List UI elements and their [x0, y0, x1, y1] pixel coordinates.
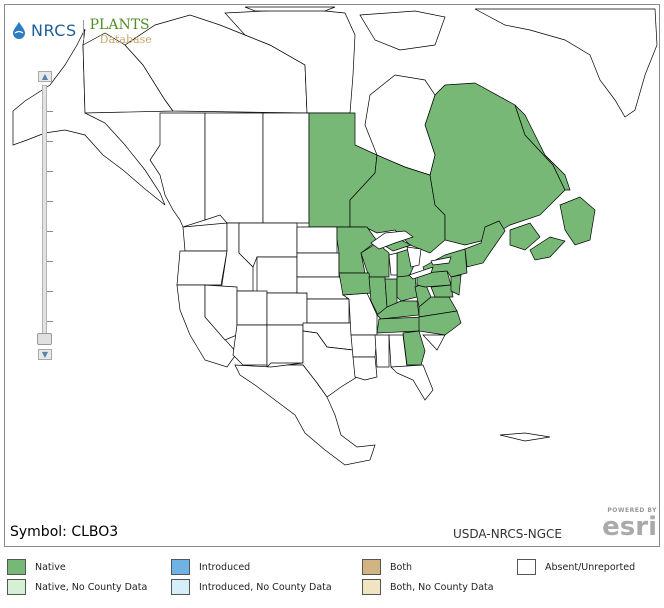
lake-michigan	[388, 252, 398, 276]
region-new-england[interactable]	[464, 220, 506, 268]
region-oregon[interactable]	[176, 250, 228, 286]
legend-swatch	[7, 559, 26, 575]
legend-label: Absent/Unreported	[545, 561, 636, 573]
region-north-dakota[interactable]	[296, 226, 338, 254]
legend-label: Both, No County Data	[390, 581, 494, 593]
zoom-out-button[interactable]: ▼	[38, 349, 52, 360]
region-saskatchewan[interactable]	[262, 112, 310, 224]
lake-erie	[408, 266, 434, 280]
map-credit: USDA-NRCS-NGCE	[453, 527, 562, 541]
plants-logo-title: PLANTS	[89, 17, 150, 33]
region-virginia[interactable]	[418, 296, 458, 318]
region-florida[interactable]	[390, 364, 434, 401]
region-arizona[interactable]	[232, 324, 268, 366]
lake-ontario	[430, 256, 452, 266]
map-canvas[interactable]	[5, 5, 659, 546]
region-nevada[interactable]	[204, 284, 238, 341]
legend-item-absent: Absent/Unreported	[517, 559, 635, 575]
legend-label: Native, No County Data	[35, 581, 148, 593]
logo-divider	[82, 20, 84, 40]
zoom-slider[interactable]: ▲ ▼	[35, 71, 53, 361]
zoom-thumb[interactable]	[37, 333, 52, 345]
region-colorado[interactable]	[266, 292, 308, 326]
region-greenland[interactable]	[474, 8, 658, 118]
legend-item-introduced: Introduced	[171, 559, 250, 575]
water-hudson-bay	[364, 74, 436, 176]
zoom-tick	[47, 201, 53, 202]
region-south-dakota[interactable]	[296, 252, 340, 278]
legend-swatch	[7, 579, 26, 595]
legend: Native Native, No County Data Introduced…	[0, 559, 664, 603]
legend-item-both: Both	[362, 559, 412, 575]
zoom-tick	[47, 141, 53, 142]
region-louisiana[interactable]	[352, 356, 378, 381]
usa-absent	[176, 222, 446, 401]
legend-label: Introduced, No County Data	[199, 581, 332, 593]
region-nunavut-islands[interactable]	[244, 6, 446, 51]
region-indiana[interactable]	[384, 278, 398, 308]
legend-label: Introduced	[199, 561, 251, 573]
region-british-columbia[interactable]	[149, 112, 206, 228]
region-mexico[interactable]	[234, 364, 376, 466]
zoom-tick	[47, 291, 53, 292]
legend-item-introduced-no-county: Introduced, No County Data	[171, 579, 332, 595]
lake-huron	[406, 246, 422, 268]
legend-swatch	[362, 559, 381, 575]
canada-native	[308, 82, 596, 261]
legend-item-native: Native	[7, 559, 66, 575]
region-alaska[interactable]	[12, 28, 166, 206]
distribution-map[interactable]: NRCS PLANTS Database ▲ ▼ POWERED BY esri	[4, 4, 660, 547]
region-cuba[interactable]	[499, 432, 551, 442]
legend-label: Both	[390, 561, 413, 573]
zoom-track[interactable]	[42, 85, 47, 339]
region-arkansas[interactable]	[350, 334, 378, 358]
plants-logo-subtitle: Database	[99, 33, 152, 46]
zoom-in-button[interactable]: ▲	[38, 71, 52, 82]
nrcs-logo: NRCS	[31, 20, 77, 40]
region-tennessee[interactable]	[376, 316, 424, 334]
great-lakes	[370, 230, 452, 280]
region-washington[interactable]	[182, 222, 228, 252]
region-new-mexico[interactable]	[266, 324, 304, 368]
region-maryland[interactable]	[430, 284, 454, 298]
zoom-tick	[47, 321, 53, 322]
zoom-tick	[47, 231, 53, 232]
region-georgia[interactable]	[402, 330, 426, 366]
region-mississippi[interactable]	[374, 334, 390, 368]
legend-swatch	[362, 579, 381, 595]
legend-swatch	[171, 559, 190, 575]
lake-superior	[370, 230, 414, 250]
region-north-carolina[interactable]	[418, 310, 462, 336]
canada-west	[12, 6, 446, 228]
legend-swatch	[171, 579, 190, 595]
legend-label: Native	[35, 561, 66, 573]
region-wyoming[interactable]	[256, 256, 298, 294]
region-utah[interactable]	[236, 290, 268, 326]
esri-powered-by: POWERED BY	[607, 507, 657, 514]
water-drop-icon	[13, 22, 25, 39]
legend-swatch	[517, 559, 536, 575]
region-iowa[interactable]	[338, 272, 372, 296]
legend-item-native-no-county: Native, No County Data	[7, 579, 147, 595]
region-quebec[interactable]	[424, 82, 566, 246]
region-south-carolina[interactable]	[422, 334, 446, 351]
zoom-tick	[47, 261, 53, 262]
usa-native	[336, 220, 506, 366]
region-labrador[interactable]	[514, 104, 571, 191]
region-new-brunswick[interactable]	[509, 222, 541, 251]
region-newfoundland[interactable]	[559, 196, 596, 246]
legend-item-both-no-county: Both, No County Data	[362, 579, 494, 595]
plants-logo: PLANTS Database	[90, 14, 152, 46]
region-kansas[interactable]	[306, 298, 350, 324]
esri-wordmark: esri	[602, 512, 657, 542]
brand-logos: NRCS PLANTS Database	[11, 14, 152, 46]
region-alberta[interactable]	[204, 112, 264, 224]
zoom-tick	[47, 171, 53, 172]
symbol-label: Symbol: CLBO3	[10, 524, 119, 540]
region-nova-scotia[interactable]	[529, 236, 566, 261]
region-new-jersey[interactable]	[450, 274, 462, 296]
zoom-tick	[47, 111, 53, 112]
esri-logo: POWERED BY esri	[589, 507, 657, 546]
